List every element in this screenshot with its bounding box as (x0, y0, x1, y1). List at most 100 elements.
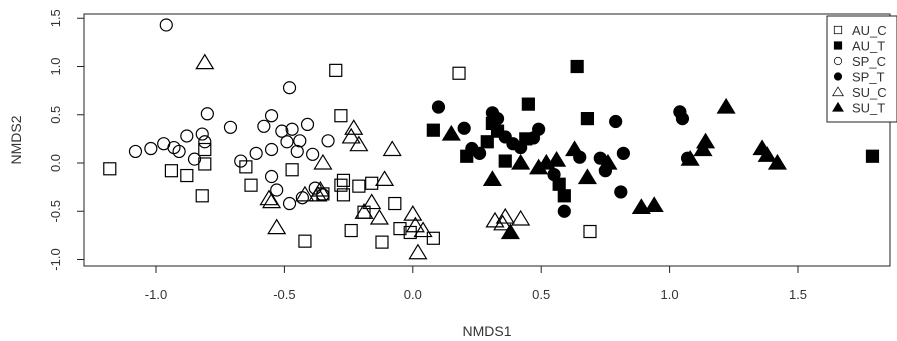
point-su-c (341, 127, 361, 144)
point-su-t (757, 146, 777, 162)
point-sp-c (264, 169, 279, 184)
point-su-t (565, 140, 585, 157)
x-tick-label: 0.5 (532, 287, 550, 302)
point-au-c (344, 223, 358, 238)
point-sp-c (172, 144, 186, 159)
point-su-c (313, 153, 333, 170)
point-sp-c (187, 152, 202, 166)
x-axis-label: NMDS1 (462, 323, 511, 339)
point-au-c (180, 168, 194, 183)
point-au-c (388, 196, 402, 211)
point-sp-t (490, 112, 505, 126)
x-tick-label: 1.5 (789, 287, 807, 302)
point-su-t (716, 97, 736, 114)
point-sp-c (257, 119, 271, 133)
point-sp-c (300, 117, 315, 132)
point-au-c (198, 142, 212, 157)
point-sp-c (264, 142, 279, 157)
point-su-c (382, 140, 402, 157)
point-au-c (244, 178, 258, 192)
point-su-c (259, 189, 279, 206)
point-sp-c (264, 109, 279, 123)
point-su-c (369, 208, 389, 225)
point-su-t (547, 150, 567, 167)
point-su-c (408, 243, 428, 260)
point-au-t (580, 112, 595, 126)
point-sp-c (159, 18, 173, 32)
point-sp-c (234, 154, 248, 168)
point-su-t (598, 153, 618, 170)
point-sp-t (614, 185, 628, 199)
x-axis: -1.0 -0.5 0.0 0.5 1.0 1.5 NMDS1 (145, 265, 807, 339)
point-sp-c (180, 129, 194, 143)
point-sp-c (280, 135, 294, 149)
point-sp-c (144, 141, 158, 156)
point-sp-c (200, 107, 214, 121)
point-au-t (480, 135, 494, 149)
point-sp-t (457, 121, 471, 135)
legend-marker-su-t (832, 101, 844, 112)
point-au-c (329, 63, 343, 77)
point-su-t (500, 223, 520, 240)
point-sp-t (431, 100, 446, 114)
y-axis: -1.0 -0.5 0.0 0.5 1.0 1.5 NMDS2 (8, 9, 85, 271)
legend-label: AU_T (852, 39, 885, 54)
point-su-c (511, 209, 531, 226)
legend-marker-au-t (833, 41, 843, 50)
point-su-c (403, 204, 423, 221)
y-tick-label: -0.5 (48, 200, 63, 222)
point-sp-t (472, 146, 487, 160)
point-su-c (344, 119, 364, 135)
point-sp-t (675, 112, 690, 126)
plot-area (83, 13, 891, 267)
point-au-c (285, 163, 299, 177)
point-sp-t (609, 114, 623, 129)
data-points (103, 18, 880, 260)
point-au-t (521, 97, 535, 111)
y-axis-label: NMDS2 (8, 115, 24, 164)
legend-label: SP_T (852, 70, 885, 85)
point-su-t (577, 168, 597, 185)
point-sp-c (293, 134, 307, 148)
legend-label: SP_C (852, 54, 886, 69)
point-au-c (352, 179, 366, 193)
point-au-c (375, 235, 389, 249)
point-au-t (426, 123, 440, 137)
legend-label: SU_C (852, 85, 887, 100)
x-tick-label: -1.0 (145, 287, 167, 302)
legend-label: SU_T (852, 101, 885, 116)
point-sp-t (547, 167, 561, 182)
point-sp-t (557, 204, 571, 218)
point-su-c (495, 207, 515, 224)
point-au-c (336, 188, 351, 202)
point-su-t (511, 153, 531, 170)
point-au-c (334, 109, 348, 123)
point-au-c (393, 222, 407, 236)
point-su-c (413, 221, 433, 238)
x-ticks: -1.0 -0.5 0.0 0.5 1.0 1.5 (145, 266, 807, 302)
point-su-c (362, 193, 382, 210)
point-sp-c (223, 120, 238, 134)
point-su-t (680, 149, 700, 166)
point-su-c (267, 218, 287, 235)
point-sp-c (282, 196, 297, 211)
y-tick-label: 1.0 (48, 57, 63, 75)
point-sp-c (128, 144, 143, 159)
legend-marker-sp-t (833, 72, 843, 81)
point-su-c (405, 216, 425, 233)
y-ticks: -1.0 -0.5 0.0 0.5 1.0 1.5 (48, 9, 84, 271)
legend-marker-au-c (833, 25, 843, 35)
point-sp-c (198, 135, 212, 149)
point-su-t (644, 196, 664, 213)
point-sp-c (290, 144, 304, 159)
point-su-c (374, 170, 395, 187)
point-su-t (693, 140, 713, 157)
point-au-c (164, 164, 179, 178)
x-tick-label: 1.0 (661, 287, 679, 302)
point-sp-c (308, 181, 322, 195)
point-su-t (631, 198, 651, 214)
legend-items: AU_CAU_TSP_CSP_TSU_CSU_T (832, 23, 887, 116)
point-su-c (485, 211, 505, 228)
y-tick-label: -1.0 (48, 248, 63, 270)
